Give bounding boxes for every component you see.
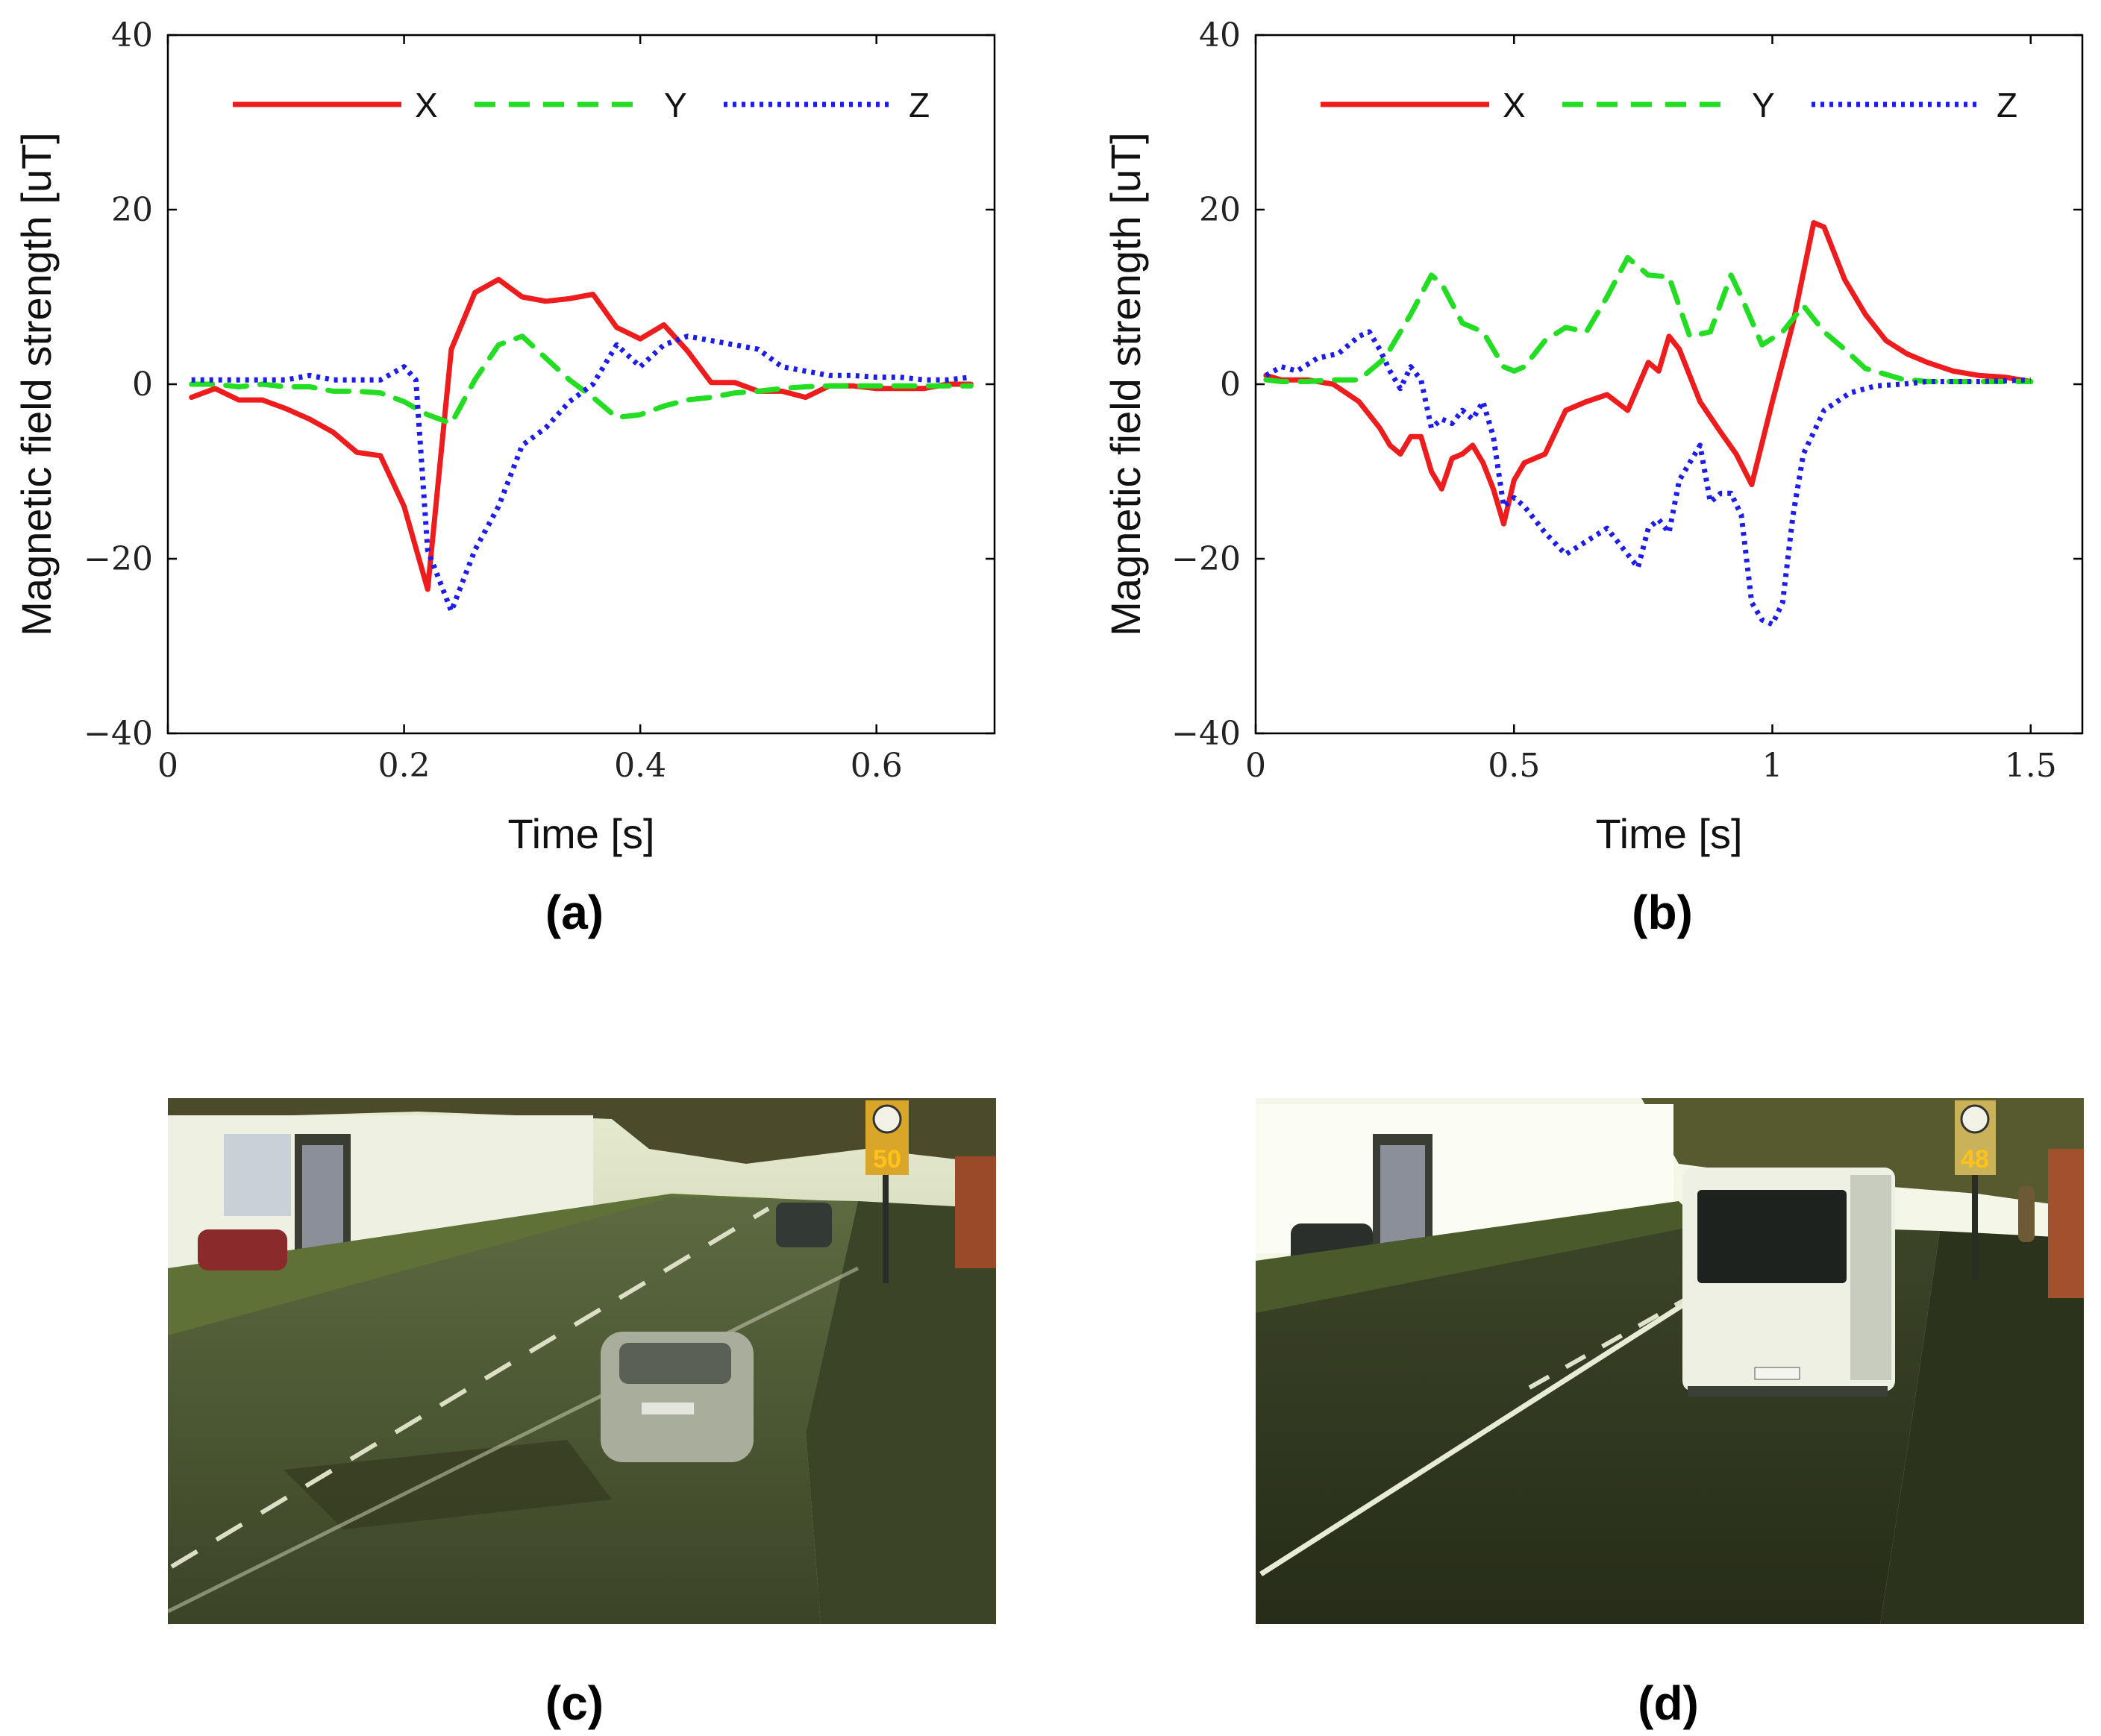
- chart-panel-b: 0 0.5 1 1.5 −40 −20 0 20 40 X Y Z Time [s] Magne…: [1102, 16, 2084, 939]
- series-line-y: [189, 333, 974, 427]
- speed-sign-circle: [872, 1104, 902, 1134]
- legend-label-y: Y: [1752, 86, 1775, 125]
- sign-pole: [883, 1175, 889, 1283]
- y-tick-label: −20: [1171, 540, 1241, 578]
- photo-d-road-bus: 48 (d): [1256, 1098, 2084, 1730]
- lane-dashes: [1528, 1288, 1703, 1390]
- sign-pole: [1972, 1175, 1978, 1279]
- y-tick-label: 20: [111, 191, 153, 229]
- panel-label-b: (b): [1632, 886, 1693, 939]
- speed-sign-circle: [1960, 1104, 1990, 1134]
- y-tick-label: 20: [1199, 191, 1241, 229]
- car-red: [198, 1229, 287, 1270]
- fence-right: [2048, 1149, 2084, 1298]
- series-line-y: [1263, 254, 2034, 384]
- y-tick-label: 40: [1199, 16, 1241, 54]
- x-axis-label: Time [s]: [507, 810, 654, 857]
- legend-label-z: Z: [909, 86, 930, 125]
- legend-label-x: X: [415, 86, 438, 125]
- series-lines: [189, 277, 974, 614]
- trees: [168, 1098, 996, 1164]
- shadow: [284, 1440, 612, 1529]
- axis-ticks: [166, 34, 995, 735]
- x-axis-label: Time [s]: [1595, 810, 1742, 857]
- edge-line: [166, 1266, 860, 1614]
- y-tick-label: 0: [132, 366, 153, 404]
- x-tick-label: 0.4: [614, 747, 666, 785]
- photo-c-road-car: 50 (c): [166, 1098, 996, 1730]
- y-tick-label: 0: [1220, 366, 1241, 404]
- lane-marking: [1259, 1296, 1695, 1576]
- y-tick-label: 40: [111, 16, 153, 54]
- speed-sign-display: 50: [873, 1145, 901, 1173]
- x-tick-label: 0.6: [851, 747, 903, 785]
- bus-side: [1850, 1175, 1891, 1380]
- y-tick-label: −20: [84, 540, 153, 578]
- car-far: [776, 1203, 832, 1247]
- pedestrian: [2018, 1186, 2035, 1242]
- axis-ticks: [1254, 34, 2082, 735]
- legend-label-z: Z: [1997, 86, 2017, 125]
- x-tick-label: 0: [1245, 747, 1266, 785]
- y-axis-label: Magnetic field strength [uT]: [1102, 132, 1149, 636]
- x-tick-label: 0.2: [378, 747, 430, 785]
- x-tick-label: 0: [157, 747, 178, 785]
- legend-label-x: X: [1503, 86, 1526, 125]
- series-line-x: [1263, 220, 2034, 527]
- speed-sign-display: 48: [1961, 1145, 1989, 1173]
- tick-labels: 0 0.5 1 1.5 −40 −20 0 20 40: [1171, 16, 2057, 785]
- fence-right: [955, 1156, 996, 1268]
- series-line-z: [191, 333, 971, 614]
- tick-labels: 0 0.2 0.4 0.6 −40 −20 0 20 40: [84, 16, 903, 785]
- legend: X Y Z: [233, 86, 930, 125]
- x-tick-label: 1: [1762, 747, 1783, 785]
- sidewalk: [806, 1201, 996, 1624]
- y-tick-label: −40: [1171, 715, 1241, 753]
- legend-label-y: Y: [664, 86, 687, 125]
- y-axis-label: Magnetic field strength [uT]: [13, 132, 60, 636]
- lane-marking: [170, 1206, 770, 1569]
- y-tick-label: −40: [84, 715, 153, 753]
- car-near-plate: [642, 1403, 694, 1414]
- series-lines: [1263, 220, 2034, 627]
- bus-bumper: [1688, 1386, 1888, 1397]
- bus-plate: [1754, 1367, 1800, 1380]
- series-line-x: [189, 277, 974, 592]
- bus-rear-window: [1697, 1190, 1847, 1283]
- x-tick-label: 1.5: [2005, 747, 2057, 785]
- panel-label-d: (d): [1638, 1676, 1699, 1730]
- building-window: [224, 1134, 291, 1216]
- legend: X Y Z: [1321, 86, 2017, 125]
- series-line-z: [1265, 329, 2031, 627]
- x-tick-label: 0.5: [1488, 747, 1540, 785]
- panel-label-c: (c): [545, 1676, 604, 1730]
- panel-label-a: (a): [545, 886, 604, 939]
- chart-panel-a: 0 0.2 0.4 0.6 −40 −20 0 20 40 X Y Z Time [s] Mag…: [13, 16, 996, 939]
- sidewalk: [1880, 1231, 2084, 1624]
- car-near-window: [619, 1343, 731, 1384]
